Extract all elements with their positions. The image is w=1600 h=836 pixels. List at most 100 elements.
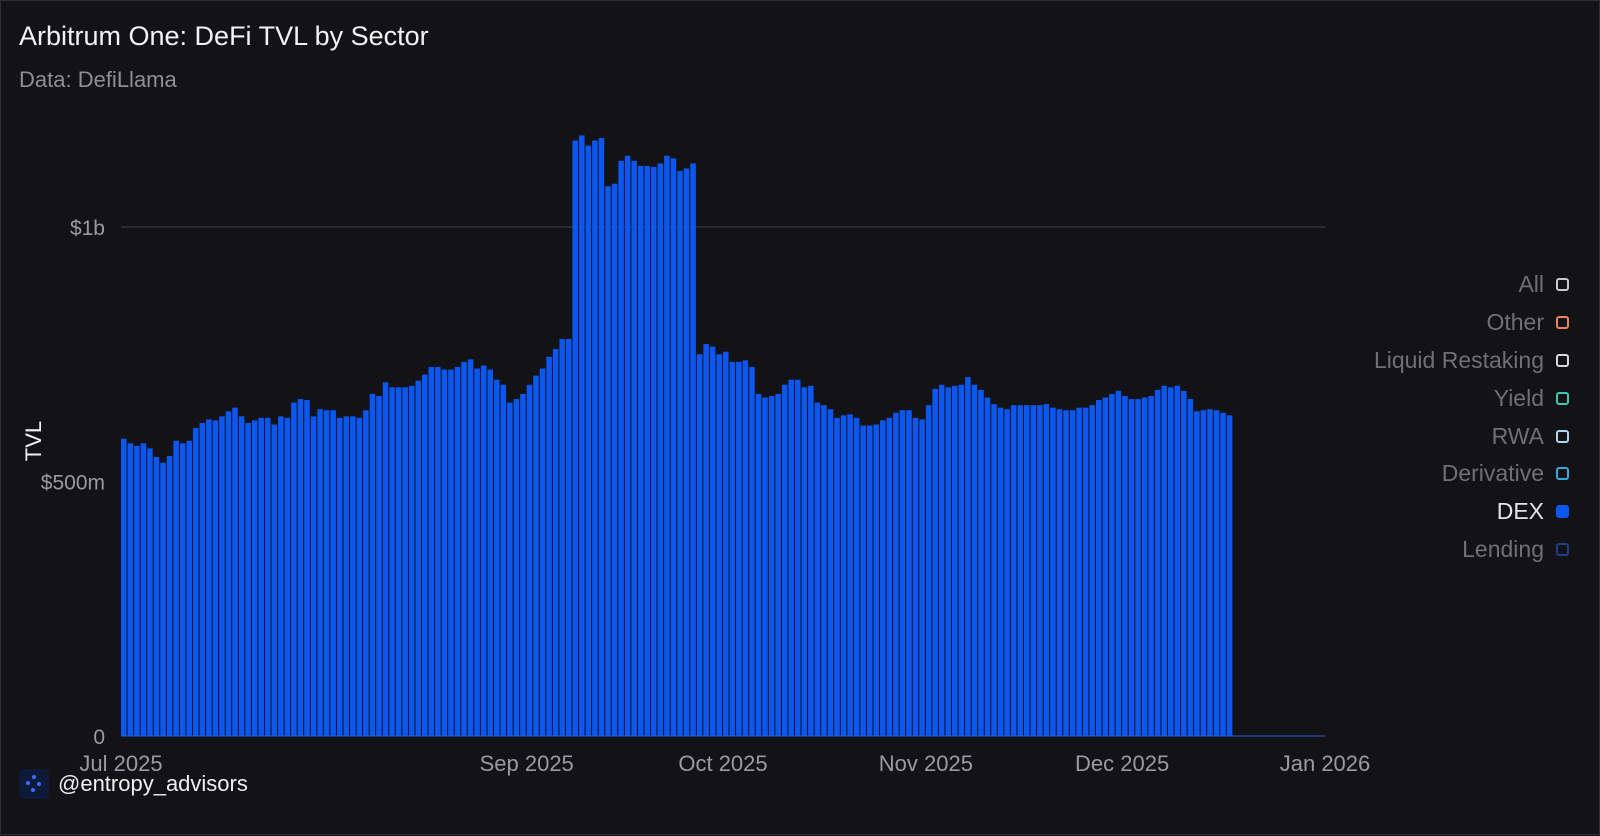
bar bbox=[834, 417, 840, 737]
bar bbox=[179, 443, 186, 736]
bar bbox=[821, 405, 827, 736]
x-tick-label: Jan 2026 bbox=[1280, 751, 1371, 776]
bar bbox=[258, 417, 264, 737]
bar bbox=[382, 382, 389, 736]
legend-item-derivative[interactable]: Derivative bbox=[1442, 455, 1569, 493]
bar bbox=[729, 361, 736, 736]
bar bbox=[480, 365, 487, 736]
bar bbox=[716, 354, 722, 736]
legend-swatch-icon bbox=[1556, 429, 1569, 443]
legend-item-rwa[interactable]: RWA bbox=[1492, 417, 1569, 455]
bar bbox=[683, 168, 690, 737]
bar bbox=[1161, 385, 1167, 736]
bar bbox=[336, 417, 343, 737]
bar bbox=[709, 346, 716, 736]
bar bbox=[192, 428, 199, 736]
legend-item-yield[interactable]: Yield bbox=[1494, 379, 1569, 417]
bar bbox=[1141, 397, 1148, 736]
bar bbox=[579, 135, 585, 736]
bar bbox=[474, 368, 480, 736]
bar bbox=[493, 379, 500, 736]
legend-label: Lending bbox=[1462, 535, 1544, 562]
bar bbox=[395, 387, 402, 736]
legend-label: Other bbox=[1486, 309, 1544, 336]
bar bbox=[742, 360, 749, 736]
legend-swatch-icon bbox=[1556, 278, 1569, 292]
bar bbox=[251, 420, 258, 736]
legend-item-liquid-restaking[interactable]: Liquid Restaking bbox=[1374, 342, 1569, 380]
bar bbox=[212, 420, 219, 736]
bar bbox=[415, 380, 421, 736]
bar bbox=[1226, 415, 1233, 736]
bar bbox=[690, 163, 696, 737]
bar bbox=[225, 411, 232, 736]
legend-label: RWA bbox=[1491, 422, 1544, 449]
bar bbox=[1037, 405, 1043, 736]
bar bbox=[1089, 405, 1095, 736]
bar bbox=[677, 171, 683, 736]
bar bbox=[500, 384, 507, 736]
bar bbox=[297, 399, 304, 736]
y-tick-label: $1b bbox=[70, 217, 105, 240]
legend: All Other Liquid Restaking Yield RWA Derivati… bbox=[1374, 266, 1569, 568]
bar bbox=[873, 424, 880, 736]
bar bbox=[173, 440, 179, 736]
bar bbox=[781, 384, 788, 736]
bar bbox=[271, 424, 278, 736]
bar bbox=[121, 438, 127, 736]
bar bbox=[428, 366, 435, 736]
bar bbox=[624, 155, 631, 737]
bar bbox=[1213, 410, 1220, 736]
legend-swatch-icon bbox=[1556, 353, 1569, 367]
legend-item-all[interactable]: All bbox=[1518, 266, 1569, 304]
bar bbox=[919, 419, 925, 736]
bar bbox=[245, 422, 251, 736]
bar bbox=[932, 388, 938, 736]
bar bbox=[1050, 407, 1056, 736]
bar bbox=[1194, 411, 1200, 736]
bar bbox=[264, 417, 271, 737]
bar bbox=[775, 393, 781, 736]
bar bbox=[1076, 407, 1082, 736]
y-tick-label: $500m bbox=[41, 472, 105, 495]
legend-swatch-icon bbox=[1556, 467, 1569, 481]
bar bbox=[958, 384, 965, 736]
bar bbox=[1095, 400, 1102, 736]
bar bbox=[166, 456, 173, 736]
bar bbox=[526, 384, 533, 736]
bar bbox=[991, 404, 997, 736]
bar bbox=[644, 165, 651, 737]
bar bbox=[323, 410, 330, 736]
bar bbox=[1220, 412, 1226, 736]
legend-label: Derivative bbox=[1441, 460, 1544, 487]
bar bbox=[350, 416, 356, 736]
bar bbox=[1135, 399, 1141, 736]
bar bbox=[520, 393, 526, 736]
legend-item-dex[interactable]: DEX bbox=[1497, 493, 1569, 531]
legend-item-lending[interactable]: Lending bbox=[1462, 531, 1569, 569]
bar bbox=[801, 387, 808, 736]
bar bbox=[899, 410, 906, 736]
bar bbox=[408, 385, 415, 736]
bar bbox=[513, 399, 520, 736]
bar bbox=[1154, 389, 1161, 736]
bar bbox=[938, 384, 945, 736]
bar bbox=[768, 395, 775, 736]
bar bbox=[448, 369, 454, 736]
legend-item-other[interactable]: Other bbox=[1486, 304, 1569, 342]
bar bbox=[219, 416, 225, 736]
bar bbox=[1030, 405, 1037, 736]
bar bbox=[762, 397, 768, 736]
bar bbox=[657, 163, 664, 737]
x-tick-label: Dec 2025 bbox=[1075, 751, 1169, 776]
bar bbox=[552, 349, 559, 736]
chart-subtitle: Data: DefiLlama bbox=[19, 67, 177, 92]
bar bbox=[965, 377, 971, 736]
x-tick-label: Sep 2025 bbox=[480, 751, 574, 776]
legend-label: Liquid Restaking bbox=[1373, 346, 1544, 373]
bar bbox=[153, 457, 160, 736]
bar bbox=[291, 402, 297, 736]
bar bbox=[997, 407, 1004, 736]
